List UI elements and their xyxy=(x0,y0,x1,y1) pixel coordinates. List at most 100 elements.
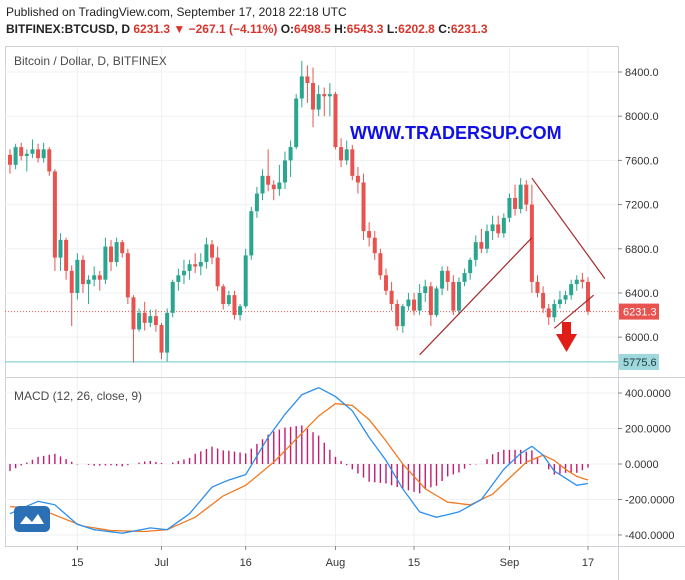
candle-body-58 xyxy=(333,94,338,148)
open-value: 6498.5 xyxy=(294,22,331,36)
macd-lines xyxy=(9,386,589,534)
trend-line-lower xyxy=(553,294,594,329)
candle-body-99 xyxy=(563,295,568,300)
candle-body-49 xyxy=(282,160,287,183)
candle-body-34 xyxy=(198,262,203,267)
last-price-badge xyxy=(619,303,659,320)
candle-body-82 xyxy=(468,259,473,274)
macd-line xyxy=(9,386,589,534)
candle-body-52 xyxy=(299,76,304,99)
candle-body-96 xyxy=(546,308,551,318)
close-value: 6231.3 xyxy=(450,22,488,36)
candle-body-76 xyxy=(434,288,439,316)
trend-lines xyxy=(419,177,606,356)
candle-body-54 xyxy=(311,83,316,110)
candle-body-24 xyxy=(142,312,147,323)
candle-body-45 xyxy=(260,175,265,194)
trend-line-rising xyxy=(419,237,533,356)
candle-body-93 xyxy=(529,204,534,282)
macd-tick-label-1: 200.0000 xyxy=(625,424,671,436)
candle-body-35 xyxy=(204,244,209,263)
candle-body-37 xyxy=(215,257,220,287)
symbol-label: BITFINEX:BTCUSD, D xyxy=(6,22,130,36)
last-value: 6231.3 xyxy=(133,22,171,36)
candle-body-71 xyxy=(406,299,411,307)
candle-body-44 xyxy=(254,193,259,212)
candle-body-89 xyxy=(507,197,512,218)
candle-body-30 xyxy=(176,275,181,282)
candle-body-62 xyxy=(355,175,360,183)
candle-body-75 xyxy=(428,286,433,316)
candle-body-87 xyxy=(496,224,501,234)
tradingview-logo-icon xyxy=(14,506,50,532)
candle-body-83 xyxy=(473,242,478,260)
macd-tick-label-2: 0.0000 xyxy=(625,459,659,471)
candle-body-80 xyxy=(456,281,461,311)
candle-body-38 xyxy=(221,286,226,304)
macd-ticks: 400.0000 200.0000 0.0000 -200.0000 -400.0000 xyxy=(618,388,675,542)
candle-body-21 xyxy=(125,253,130,298)
main-pane-title: Bitcoin / Dollar, D, BITFINEX xyxy=(14,54,167,68)
candle-body-73 xyxy=(417,292,422,311)
candle-body-42 xyxy=(243,255,248,307)
candle-body-91 xyxy=(518,184,523,209)
candle-body-57 xyxy=(327,94,332,97)
candle-body-12 xyxy=(75,259,80,293)
time-ticks: 15 Jul 16 Aug 15 Sep 17 xyxy=(71,546,594,569)
candle-body-15 xyxy=(92,275,97,280)
last-price-label: 6231.3 xyxy=(623,307,657,319)
price-ticks: 8400.0 8000.0 7600.0 7200.0 6800.0 6400.0 6000… xyxy=(618,67,659,344)
candle-body-92 xyxy=(524,184,529,205)
support-price-badge xyxy=(619,353,659,370)
candle-body-23 xyxy=(137,312,142,330)
candle-body-10 xyxy=(64,239,69,271)
time-tick-label-1: Jul xyxy=(154,557,168,569)
down-arrow-icon xyxy=(556,322,577,352)
chart-labels: 6231.3 5775.6 xyxy=(619,303,659,370)
candle-body-67 xyxy=(383,275,388,291)
time-tick-label-3: Aug xyxy=(326,557,346,569)
candle-body-1 xyxy=(13,147,18,165)
close-label: C: xyxy=(438,22,451,36)
ohlc-legend: BITFINEX:BTCUSD, D 6231.3 ▼ −267.1 (−4.1… xyxy=(6,22,488,36)
candle-body-59 xyxy=(339,147,344,161)
candle-body-46 xyxy=(266,175,271,185)
time-tick-label-2: 16 xyxy=(240,557,252,569)
candle-body-69 xyxy=(395,304,400,327)
candle-body-6 xyxy=(41,149,46,159)
candle-body-85 xyxy=(484,231,489,249)
candle-body-81 xyxy=(462,273,467,282)
candle-body-61 xyxy=(350,149,355,176)
macd-tick-label-0: 400.0000 xyxy=(625,388,671,400)
candle-body-60 xyxy=(344,149,349,161)
price-tick-label-6: 6000.0 xyxy=(625,332,659,344)
candle-body-7 xyxy=(47,149,52,172)
macd-signal-line xyxy=(9,402,589,533)
time-tick-label-0: 15 xyxy=(71,557,83,569)
price-tick-label-0: 8400.0 xyxy=(625,67,659,79)
down-triangle-icon: ▼ xyxy=(173,22,186,36)
candle-body-9 xyxy=(58,239,63,258)
macd-tick-label-3: -200.0000 xyxy=(625,495,675,507)
price-tick-label-3: 7200.0 xyxy=(625,200,659,212)
high-label: H: xyxy=(334,22,347,36)
candle-body-18 xyxy=(109,246,114,263)
candle-body-63 xyxy=(361,182,366,232)
candle-body-2 xyxy=(19,147,24,156)
trend-line-upper xyxy=(531,177,606,279)
candle-body-19 xyxy=(114,242,119,263)
support-line-group xyxy=(5,311,618,363)
candle-body-26 xyxy=(153,316,158,325)
candle-body-17 xyxy=(103,246,108,280)
candle-body-86 xyxy=(490,224,495,232)
candle-body-74 xyxy=(423,286,428,293)
candle-body-27 xyxy=(159,324,164,353)
candle-body-88 xyxy=(501,217,506,234)
candle-body-5 xyxy=(36,149,41,159)
time-tick-label-5: Sep xyxy=(500,557,520,569)
price-tick-label-4: 6800.0 xyxy=(625,244,659,256)
candle-body-72 xyxy=(412,299,417,311)
candle-body-102 xyxy=(580,279,585,282)
